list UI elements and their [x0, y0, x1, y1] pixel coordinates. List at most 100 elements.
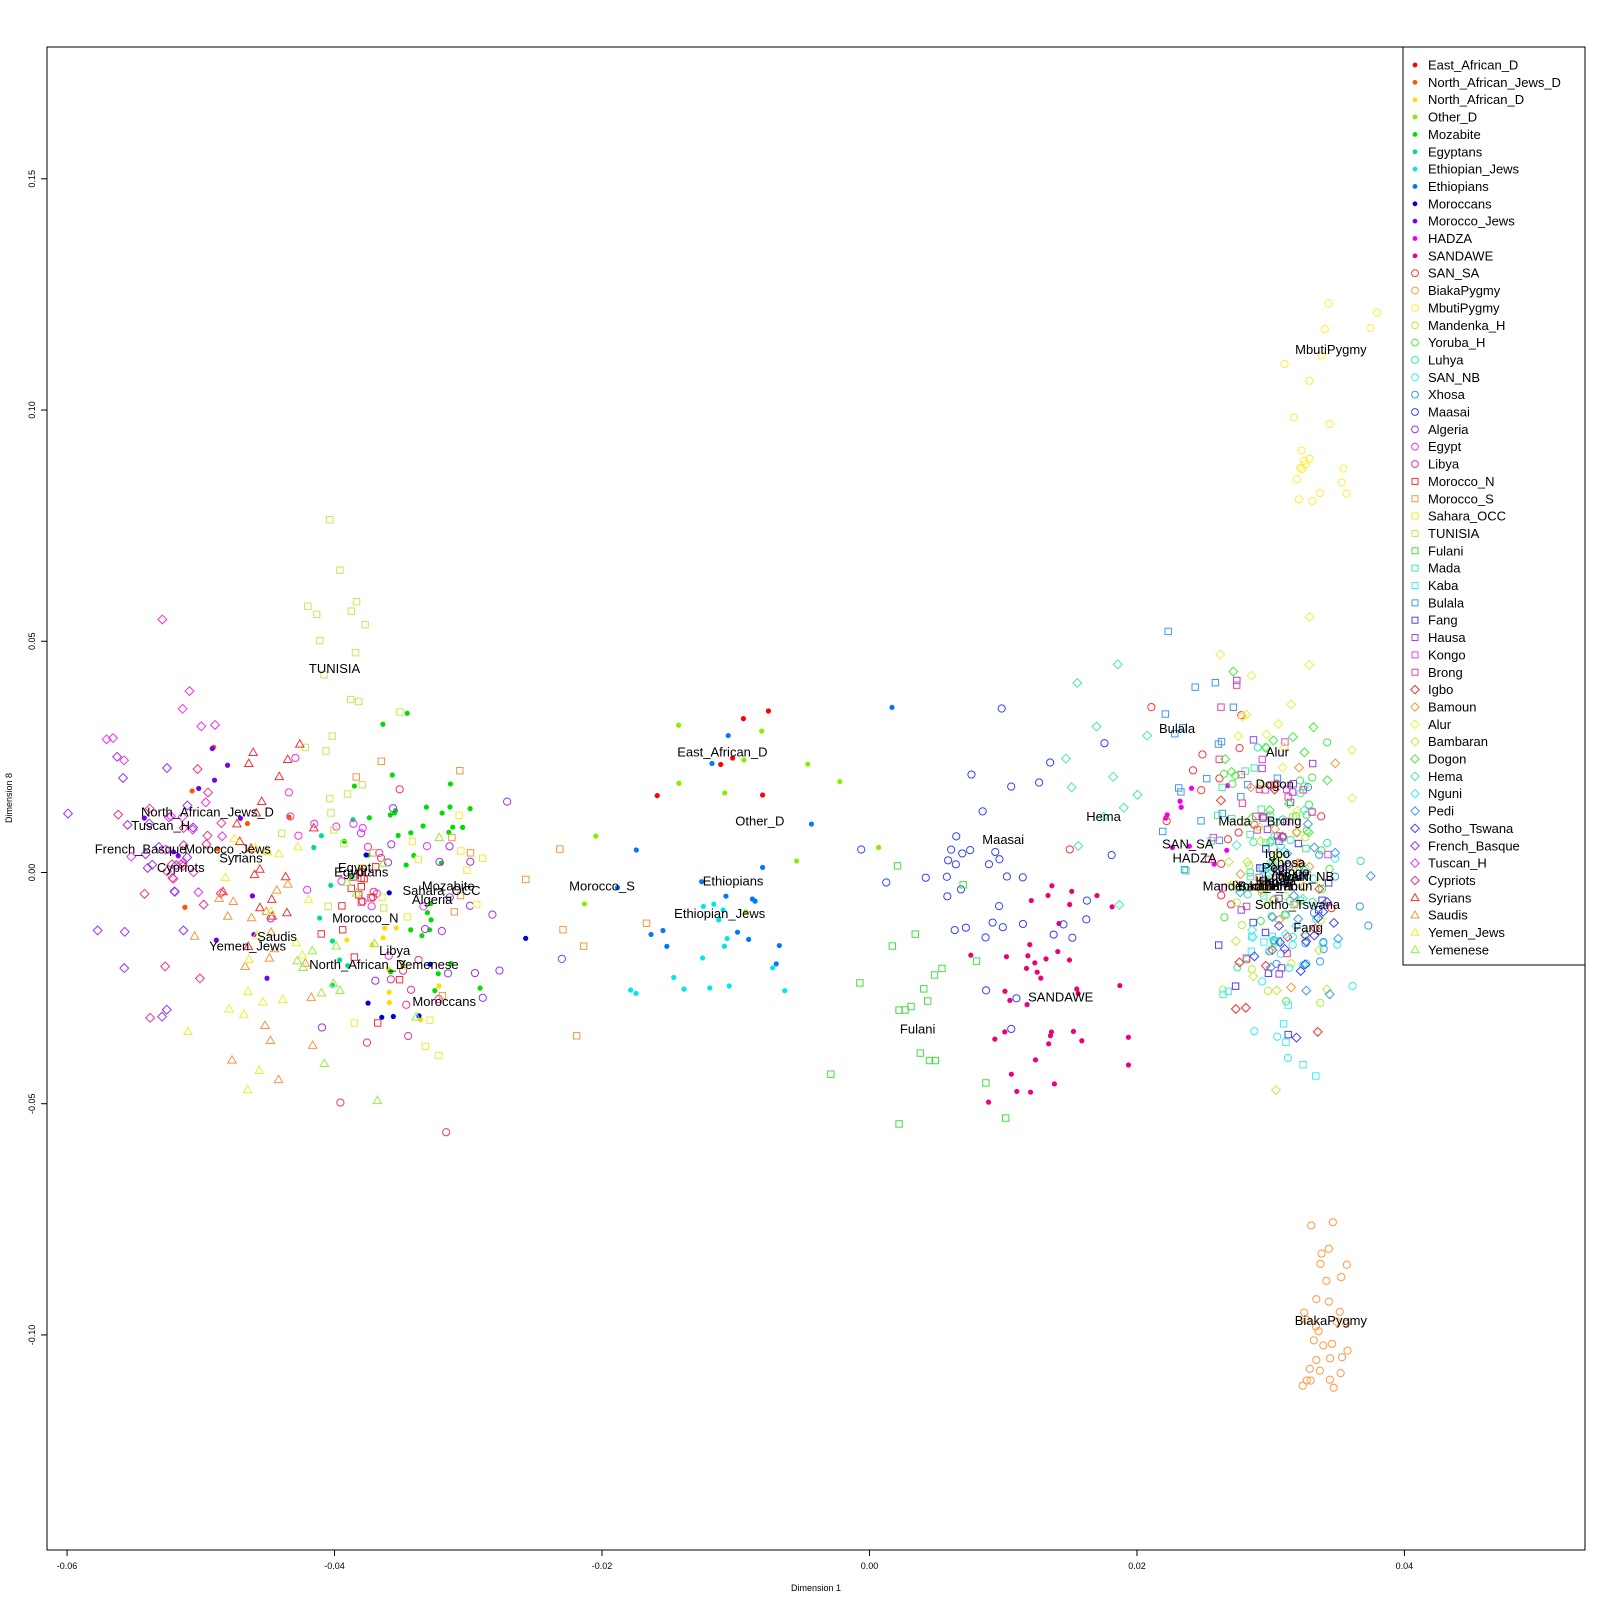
- data-point: [334, 985, 346, 994]
- data-point: [1288, 869, 1297, 878]
- series-yemen-jews: [182, 833, 314, 1094]
- data-point: [383, 858, 393, 867]
- data-point: [1282, 848, 1293, 859]
- data-point: [395, 832, 401, 839]
- data-point: [122, 819, 133, 830]
- legend-marker: [1412, 218, 1418, 224]
- data-point: [450, 908, 459, 916]
- data-point: [1276, 949, 1285, 958]
- data-point: [1178, 804, 1184, 810]
- legend-item: Yemenese: [1410, 942, 1489, 957]
- data-point: [1283, 798, 1295, 809]
- legend-marker: [1410, 788, 1420, 799]
- legend-label: Yemen_Jews: [1428, 925, 1505, 940]
- data-point: [1267, 944, 1278, 956]
- data-point: [1046, 1041, 1052, 1047]
- data-point: [428, 917, 434, 923]
- data-point: [371, 976, 380, 985]
- legend-label: Ethiopian_Jews: [1428, 162, 1520, 177]
- data-point: [1228, 779, 1237, 788]
- data-point: [1072, 677, 1083, 689]
- data-point: [1211, 861, 1217, 867]
- legend-marker: [1411, 304, 1419, 312]
- data-point: [765, 708, 772, 714]
- data-point: [794, 858, 800, 864]
- data-point: [676, 780, 682, 786]
- data-point: [1223, 835, 1232, 844]
- data-point: [328, 732, 336, 740]
- data-point: [1279, 909, 1290, 921]
- data-point: [161, 762, 173, 774]
- data-point: [1270, 1084, 1282, 1096]
- data-point: [213, 937, 219, 943]
- data-point: [1249, 918, 1257, 927]
- data-point: [1002, 988, 1008, 994]
- data-point: [950, 925, 959, 935]
- legend-label: Bamoun: [1428, 699, 1476, 714]
- data-point: [163, 812, 175, 823]
- data-point: [725, 732, 731, 739]
- data-point: [985, 1099, 992, 1105]
- series-mbutipygmy: [1280, 299, 1382, 506]
- data-point: [1028, 897, 1034, 904]
- data-point: [523, 935, 529, 941]
- data-point: [369, 938, 380, 948]
- group-label: Mozabite: [422, 878, 475, 893]
- legend-label: Igbo: [1428, 682, 1453, 697]
- data-point: [1197, 817, 1205, 825]
- legend-item: Egypt: [1411, 439, 1462, 454]
- data-point: [1256, 864, 1267, 875]
- data-point: [1238, 799, 1247, 807]
- data-point: [1333, 933, 1344, 944]
- data-point: [254, 1065, 265, 1075]
- data-point: [1034, 969, 1040, 975]
- data-point: [981, 986, 991, 995]
- legend-marker: [1411, 356, 1419, 364]
- data-point: [1319, 944, 1328, 954]
- data-point: [1295, 858, 1306, 869]
- data-point: [140, 849, 151, 860]
- data-point: [1325, 864, 1334, 874]
- data-point: [1164, 627, 1172, 636]
- legend-marker: [1410, 702, 1420, 712]
- group-label: Mandenka_H: [1203, 878, 1280, 893]
- data-point: [741, 757, 747, 763]
- legend-item: Morocco_S: [1411, 491, 1494, 506]
- data-point: [1261, 729, 1272, 740]
- data-point: [699, 955, 706, 961]
- x-axis-label: Dimension 1: [791, 1583, 841, 1593]
- data-point: [1309, 842, 1320, 853]
- data-point: [743, 909, 749, 915]
- data-point: [1283, 785, 1291, 794]
- data-point: [1218, 783, 1226, 792]
- data-point: [1025, 953, 1031, 959]
- legend-marker: [1411, 408, 1419, 416]
- data-point: [1328, 1218, 1337, 1227]
- data-point: [307, 945, 318, 955]
- group-label: Syrians: [219, 851, 263, 866]
- x-axis: -0.06 -0.04 -0.02 0.00 0.02 0.04: [57, 1550, 1413, 1571]
- data-point: [1330, 847, 1341, 858]
- data-point: [1215, 774, 1224, 783]
- data-point: [1258, 755, 1266, 764]
- data-point: [312, 610, 321, 619]
- data-point: [1249, 736, 1258, 744]
- data-point: [1242, 955, 1251, 963]
- data-point: [366, 815, 372, 821]
- data-point: [347, 607, 356, 615]
- data-point: [254, 902, 265, 912]
- data-point: [178, 925, 189, 936]
- data-point: [1271, 985, 1282, 996]
- data-point: [1275, 840, 1286, 852]
- data-point: [1317, 846, 1326, 855]
- data-point: [752, 898, 758, 904]
- x-tick-label: 0.04: [1396, 1561, 1414, 1571]
- group-label: Yemenese: [398, 957, 459, 972]
- data-point: [1018, 919, 1028, 929]
- data-point: [1305, 1364, 1314, 1373]
- data-point: [930, 971, 939, 979]
- data-point: [1283, 949, 1291, 958]
- series-bulala: [1159, 627, 1282, 874]
- data-point: [1275, 970, 1283, 978]
- data-point: [242, 1084, 253, 1094]
